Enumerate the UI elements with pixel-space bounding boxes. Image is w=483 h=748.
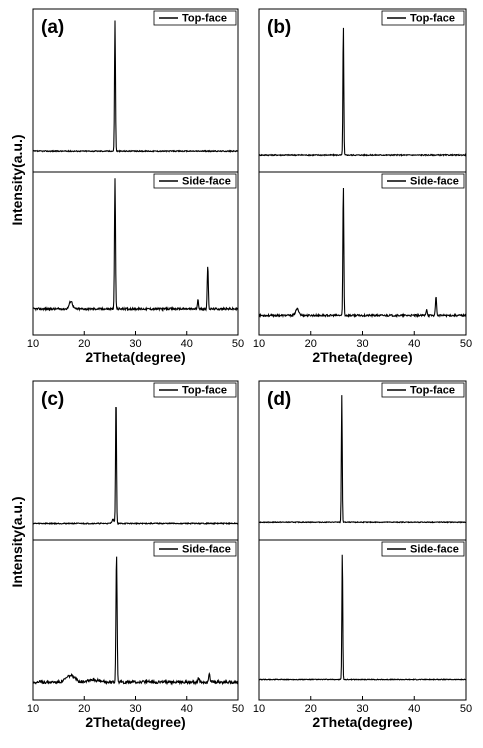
x-axis-label: 2Theta(degree) <box>85 714 185 730</box>
x-tick-label: 40 <box>181 703 193 715</box>
series-line-side-face <box>32 178 239 313</box>
x-tick-label: 20 <box>305 338 317 350</box>
series-line-top-face <box>258 27 467 157</box>
legend-entry: Top-face <box>410 13 455 25</box>
legend-box <box>381 382 465 398</box>
legend-box <box>381 541 465 557</box>
x-tick-label: 10 <box>253 338 265 350</box>
x-tick-label: 10 <box>27 338 39 350</box>
plot-frame <box>32 171 239 336</box>
legend-entry: Top-face <box>182 385 227 397</box>
x-tick-label: 10 <box>27 703 39 715</box>
plot-frame <box>32 539 239 701</box>
chart-panel-1: Top-face Side-face (a) 10 20 30 40 50 2Theta(deg… <box>27 8 244 365</box>
x-axis-label: 2Theta(degree) <box>312 714 412 730</box>
series-line-top-face <box>258 395 467 524</box>
x-tick-label: 30 <box>356 338 368 350</box>
legend-box <box>381 173 465 189</box>
x-tick-label: 50 <box>232 703 244 715</box>
x-tick-label: 30 <box>129 338 141 350</box>
x-tick-label: 40 <box>408 338 420 350</box>
x-tick-label: 30 <box>356 703 368 715</box>
series-line-side-face <box>32 556 239 686</box>
x-axis-label: 2Theta(degree) <box>85 349 185 365</box>
plot-frame <box>258 539 467 701</box>
panel-label: (c) <box>41 389 64 410</box>
chart-panel-2: Top-face Side-face (b) 10 20 30 40 50 2Theta(deg… <box>253 8 472 365</box>
legend-box <box>153 541 237 557</box>
x-tick-label: 20 <box>305 703 317 715</box>
legend-entry: Side-face <box>182 176 231 188</box>
x-tick-label: 20 <box>78 703 90 715</box>
x-axis-label: 2Theta(degree) <box>312 349 412 365</box>
panels-group: Top-face Side-face (a) 10 20 30 40 50 2Theta(deg… <box>27 8 472 730</box>
legend-entry: Top-face <box>182 13 227 25</box>
x-tick-label: 40 <box>181 338 193 350</box>
legend-box <box>153 173 237 189</box>
series-line-top-face <box>32 20 239 154</box>
chart-panel-3: Top-face Side-face (c) 10 20 30 40 50 2Theta(deg… <box>27 380 244 730</box>
chart-panel-4: Top-face Side-face (d) 10 20 30 40 50 2Theta(deg… <box>253 380 472 730</box>
series-line-side-face <box>258 554 467 681</box>
legend-box <box>153 382 237 398</box>
panel-label: (b) <box>267 17 291 38</box>
y-axis-label-top: Intensity(a.u.) <box>9 134 25 225</box>
series-line-top-face <box>32 406 239 526</box>
x-tick-label: 50 <box>460 338 472 350</box>
x-tick-label: 50 <box>460 703 472 715</box>
x-tick-label: 50 <box>232 338 244 350</box>
legend-box <box>381 10 465 26</box>
x-tick-label: 40 <box>408 703 420 715</box>
series-line-side-face <box>258 187 467 319</box>
y-axis-label-bottom: Intensity(a.u.) <box>9 496 25 587</box>
legend-entry: Side-face <box>410 176 459 188</box>
legend-entry: Side-face <box>410 544 459 556</box>
x-tick-label: 30 <box>129 703 141 715</box>
legend-entry: Top-face <box>410 385 455 397</box>
x-tick-label: 10 <box>253 703 265 715</box>
legend-box <box>153 10 237 26</box>
legend-entry: Side-face <box>182 544 231 556</box>
x-tick-label: 20 <box>78 338 90 350</box>
panel-label: (d) <box>267 389 291 410</box>
panel-label: (a) <box>41 17 64 38</box>
